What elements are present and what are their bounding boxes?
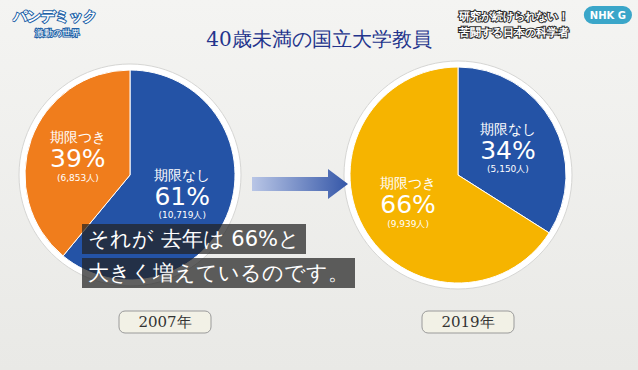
svg-text:2019年: 2019年 <box>441 313 494 331</box>
svg-text:期限なし: 期限なし <box>154 167 210 183</box>
svg-text:40歳未満の国立大学教員: 40歳未満の国立大学教員 <box>206 27 431 51</box>
svg-text:パンデミック: パンデミック <box>12 8 97 24</box>
svg-text:苦闘する日本の科学者: 苦闘する日本の科学者 <box>458 26 569 39</box>
svg-text:39%: 39% <box>50 144 106 173</box>
svg-text:(10,719人): (10,719人) <box>158 210 206 220</box>
svg-text:激動の世界: 激動の世界 <box>35 28 80 38</box>
svg-text:期限つき: 期限つき <box>380 175 436 191</box>
svg-text:期限つき: 期限つき <box>50 129 106 145</box>
svg-text:2007年: 2007年 <box>138 313 191 331</box>
svg-text:66%: 66% <box>380 190 436 219</box>
svg-text:期限なし: 期限なし <box>480 121 536 137</box>
svg-text:61%: 61% <box>154 182 210 211</box>
svg-text:NHK G: NHK G <box>590 10 626 21</box>
html-text:大きく増えているのです。: 大きく増えているのです。 <box>88 261 349 285</box>
svg-text:(6,853人): (6,853人) <box>57 173 99 183</box>
svg-text:(5,150人): (5,150人) <box>487 164 529 174</box>
svg-text:34%: 34% <box>480 136 536 165</box>
svg-text:研究が続けられない！: 研究が続けられない！ <box>458 10 569 23</box>
svg-text:(9,939人): (9,939人) <box>387 219 429 229</box>
html-text:それが 去年は 66%と: それが 去年は 66%と <box>88 227 300 251</box>
